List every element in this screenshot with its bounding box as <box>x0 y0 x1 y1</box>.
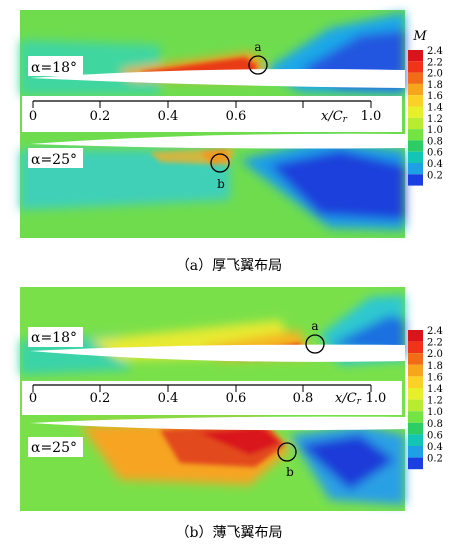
colorbar: M 2.42.22.01.81.61.41.21.00.80.60.40.2 <box>408 29 443 186</box>
wing-section-lower <box>30 416 405 431</box>
axis-band <box>22 381 402 415</box>
high-mach-region <box>150 148 235 165</box>
x-tick-label: 1.0 <box>366 391 387 406</box>
marker-label-b: b <box>286 465 294 479</box>
colorbar-tick-label: 2.0 <box>427 69 443 80</box>
x-tick-label: 0.4 <box>158 391 179 406</box>
colorbar-tick-label: 1.0 <box>427 407 443 418</box>
colorbar-swatch <box>408 399 423 412</box>
colorbar-tick-label: 2.4 <box>427 326 443 337</box>
colorbar-tick-label: 1.6 <box>427 91 443 102</box>
caption-panel-b: （b）薄飞翼布局 <box>175 525 283 541</box>
colorbar-swatch <box>408 422 423 435</box>
colorbar-swatch <box>408 72 423 84</box>
colorbar-tick-label: 1.6 <box>427 372 443 383</box>
x-tick-label: 0.4 <box>158 109 179 124</box>
high-mach-region <box>200 427 280 455</box>
x-tick-label: 0 <box>29 109 37 124</box>
colorbar-swatch <box>408 457 423 470</box>
axis-band <box>22 96 402 132</box>
colorbar-tick-label: 0.2 <box>427 170 443 181</box>
marker-label-a: a <box>311 319 318 333</box>
colorbar-tick-label: 0.6 <box>427 430 443 441</box>
marker-circle-b <box>277 442 297 462</box>
colorbar-swatch <box>408 434 423 446</box>
caption-panel-a: （a）厚飞翼布局 <box>175 258 283 274</box>
colorbar-swatch <box>408 61 423 73</box>
x-tick-label: 0.2 <box>90 391 111 406</box>
colorbar-tick-label: 2.4 <box>427 46 443 57</box>
colorbar-tick-label: 0.4 <box>427 442 443 453</box>
colorbar-swatch <box>408 388 423 400</box>
low-mach-region <box>300 435 395 490</box>
colorbar-tick-label: 1.8 <box>427 80 443 91</box>
colorbar-tick-label: 1.0 <box>427 125 443 136</box>
colorbar-swatch <box>408 376 423 388</box>
x-axis-label: x/Cr <box>335 391 362 407</box>
x-axis-label: x/Cr <box>321 109 348 125</box>
panel-b-contour: 0 0.2 0.4 0.6 0.8 x/Cr 1.0 α=18° α=25° a… <box>20 287 443 511</box>
colorbar-tick-label: 0.8 <box>427 419 443 430</box>
colorbar-tick-label: 1.2 <box>427 114 443 125</box>
colorbar-tick-label: 2.2 <box>427 57 443 68</box>
colorbar-swatch <box>408 163 423 175</box>
alpha-label-upper: α=18° <box>31 60 77 76</box>
alpha-label-upper: α=18° <box>31 330 77 346</box>
colorbar-tick-label: 1.4 <box>427 103 443 114</box>
colorbar-swatch <box>408 95 423 107</box>
colorbar-tick-label: 2.2 <box>427 338 443 349</box>
panel-a-contour: 0 0.2 0.4 0.6 x/Cr 1.0 α=18° α=25° a b M… <box>20 10 443 238</box>
colorbar-tick-label: 1.4 <box>427 384 443 395</box>
colorbar-swatch <box>408 330 423 342</box>
alpha-label-lower: α=25° <box>31 440 77 456</box>
wing-section-lower <box>30 133 405 149</box>
colorbar-tick-label: 0.4 <box>427 159 443 170</box>
colorbar-tick-label: 1.8 <box>427 361 443 372</box>
colorbar-swatch <box>408 446 423 458</box>
low-mach-region <box>270 150 405 220</box>
colorbar-tick-label: 2.0 <box>427 349 443 360</box>
x-tick-label: 0 <box>29 391 37 406</box>
x-tick-label: 0.6 <box>226 109 247 124</box>
marker-circle-a <box>248 55 268 75</box>
colorbar-swatch <box>408 129 423 141</box>
colorbar-swatch <box>408 151 423 163</box>
colorbar-swatch <box>408 140 423 152</box>
x-tick-label: 0.8 <box>293 391 314 406</box>
marker-label-b: b <box>217 177 225 191</box>
colorbar-swatch <box>408 83 423 96</box>
colorbar-tick-label: 0.6 <box>427 148 443 159</box>
wing-section-upper <box>30 69 405 88</box>
colorbar-swatch <box>408 364 423 377</box>
colorbar-swatch <box>408 174 423 186</box>
marker-circle-a <box>305 334 325 354</box>
colorbar: 2.42.22.01.81.61.41.21.00.80.60.40.2 <box>408 326 443 470</box>
marker-circle-b <box>210 153 230 173</box>
marker-label-a: a <box>254 40 261 54</box>
colorbar-swatch <box>408 353 423 365</box>
colorbar-tick-label: 0.2 <box>427 454 443 465</box>
colorbar-title: M <box>412 29 427 44</box>
colorbar-swatch <box>408 117 423 130</box>
x-tick-label: 1.0 <box>361 109 382 124</box>
colorbar-swatch <box>408 411 423 423</box>
wing-section-upper <box>30 344 405 362</box>
x-tick-label: 0.6 <box>226 391 247 406</box>
alpha-label-lower: α=25° <box>31 152 77 168</box>
x-tick-label: 0.2 <box>90 109 111 124</box>
colorbar-swatch <box>408 341 423 354</box>
colorbar-swatch <box>408 106 423 118</box>
colorbar-tick-label: 1.2 <box>427 396 443 407</box>
colorbar-swatch <box>408 50 423 62</box>
colorbar-tick-label: 0.8 <box>427 136 443 147</box>
